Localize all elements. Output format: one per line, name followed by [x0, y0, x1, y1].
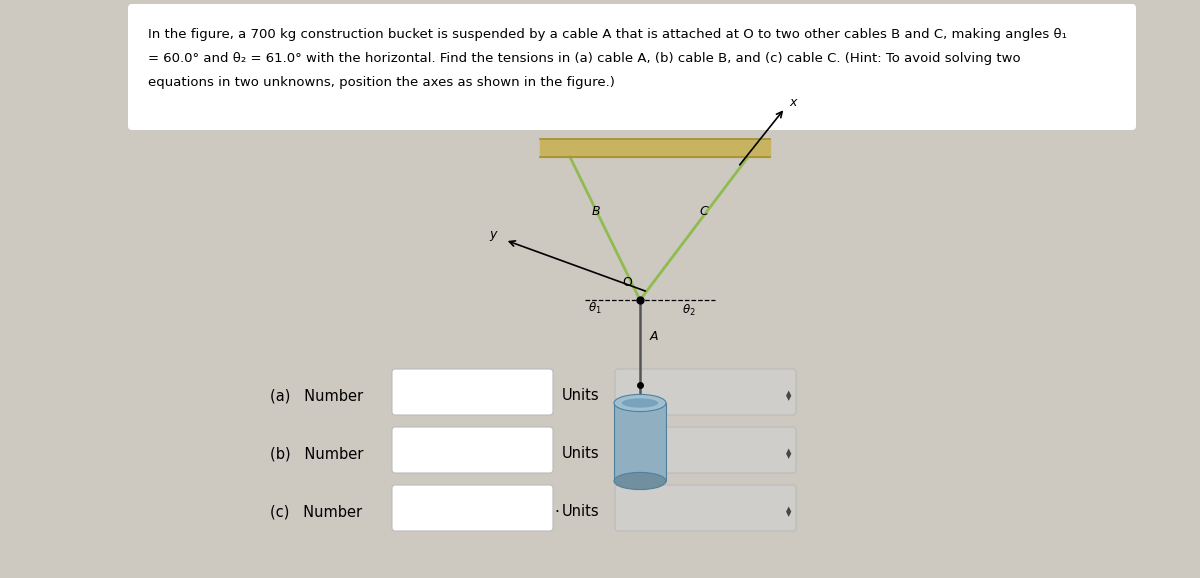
Text: = 60.0° and θ₂ = 61.0° with the horizontal. Find the tensions in (a) cable A, (b: = 60.0° and θ₂ = 61.0° with the horizont… [148, 52, 1021, 65]
Text: $\theta_1$: $\theta_1$ [588, 301, 601, 316]
Text: (b)   Number: (b) Number [270, 446, 364, 461]
Ellipse shape [614, 472, 666, 490]
Text: ▲
▼: ▲ ▼ [786, 391, 792, 402]
Text: B: B [592, 205, 600, 218]
Text: In the figure, a 700 kg construction bucket is suspended by a cable A that is at: In the figure, a 700 kg construction buc… [148, 28, 1067, 41]
Text: (a)   Number: (a) Number [270, 388, 364, 403]
Text: ▲
▼: ▲ ▼ [786, 506, 792, 517]
Text: ▲
▼: ▲ ▼ [786, 449, 792, 460]
Text: y: y [490, 228, 497, 241]
FancyBboxPatch shape [616, 427, 796, 473]
FancyBboxPatch shape [128, 4, 1136, 130]
FancyBboxPatch shape [392, 485, 553, 531]
Ellipse shape [614, 394, 666, 412]
Text: Units: Units [562, 388, 600, 403]
FancyBboxPatch shape [392, 427, 553, 473]
Text: (c)   Number: (c) Number [270, 505, 362, 520]
FancyBboxPatch shape [616, 485, 796, 531]
Text: Units: Units [562, 446, 600, 461]
Text: $\theta_2$: $\theta_2$ [682, 303, 696, 318]
Text: equations in two unknowns, position the axes as shown in the figure.): equations in two unknowns, position the … [148, 76, 614, 89]
FancyBboxPatch shape [392, 369, 553, 415]
Bar [614, 403, 666, 481]
Text: A: A [650, 330, 659, 343]
Text: ·: · [554, 505, 559, 520]
Text: x: x [790, 96, 797, 109]
Text: Units: Units [562, 505, 600, 520]
FancyBboxPatch shape [616, 369, 796, 415]
Text: O: O [622, 276, 632, 289]
Text: C: C [700, 205, 708, 218]
Ellipse shape [622, 398, 659, 407]
